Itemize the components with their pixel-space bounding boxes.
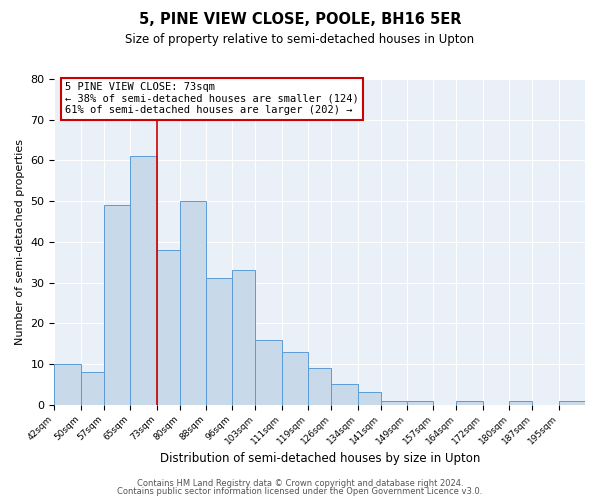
Bar <box>232 270 256 404</box>
Bar <box>331 384 358 404</box>
Bar <box>206 278 232 404</box>
Text: Size of property relative to semi-detached houses in Upton: Size of property relative to semi-detach… <box>125 32 475 46</box>
Bar <box>308 368 331 405</box>
Bar <box>457 400 483 404</box>
Bar <box>509 400 532 404</box>
Bar <box>559 400 585 404</box>
Bar <box>407 400 433 404</box>
Y-axis label: Number of semi-detached properties: Number of semi-detached properties <box>15 139 25 345</box>
Bar <box>55 364 81 405</box>
Bar <box>81 372 104 404</box>
Bar <box>380 400 407 404</box>
Bar <box>104 205 130 404</box>
Text: 5 PINE VIEW CLOSE: 73sqm
← 38% of semi-detached houses are smaller (124)
61% of : 5 PINE VIEW CLOSE: 73sqm ← 38% of semi-d… <box>65 82 359 116</box>
Bar <box>358 392 380 404</box>
Bar <box>130 156 157 404</box>
Bar <box>157 250 179 404</box>
Bar <box>179 201 206 404</box>
Text: Contains HM Land Registry data © Crown copyright and database right 2024.: Contains HM Land Registry data © Crown c… <box>137 478 463 488</box>
Bar <box>282 352 308 405</box>
X-axis label: Distribution of semi-detached houses by size in Upton: Distribution of semi-detached houses by … <box>160 452 480 465</box>
Text: 5, PINE VIEW CLOSE, POOLE, BH16 5ER: 5, PINE VIEW CLOSE, POOLE, BH16 5ER <box>139 12 461 28</box>
Bar <box>256 340 282 404</box>
Text: Contains public sector information licensed under the Open Government Licence v3: Contains public sector information licen… <box>118 487 482 496</box>
